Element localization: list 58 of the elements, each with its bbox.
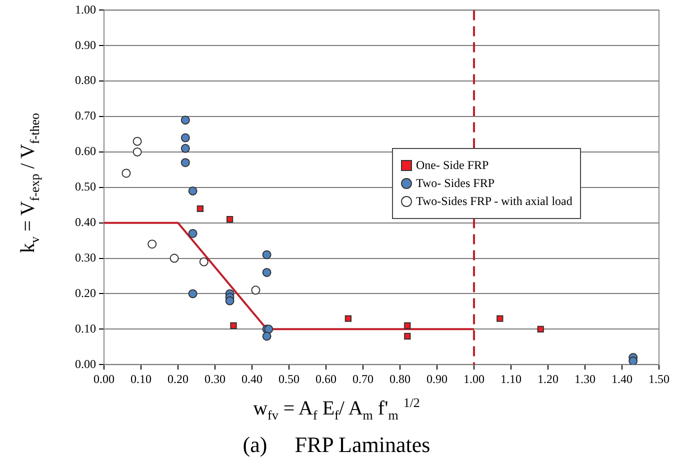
y-tick-label: 0.60 [75,144,96,158]
point [262,332,272,341]
x-tick-label: 0.90 [426,372,448,386]
y-tick-label: 0.20 [75,286,96,300]
point [180,144,190,153]
point [132,147,142,156]
point [225,296,234,306]
x-tick-label: 0.00 [94,372,114,386]
x-tick-label: 0.70 [352,372,374,386]
y-tick-label: 0.00 [75,356,96,371]
point [537,326,544,332]
x-tick-label: 0.80 [390,372,410,386]
point [230,322,237,329]
point [199,257,208,266]
x-tick-label: 1.50 [648,372,670,386]
point [188,289,198,298]
point [148,240,157,249]
point [180,133,190,142]
x-tick-label: 0.50 [278,372,300,386]
legend-label: Two-Sides FRP - with axial load [416,194,572,209]
point [262,268,272,277]
y-tick-label: 0.30 [75,250,96,264]
y-tick-label: 0.80 [75,73,96,88]
y-tick-label: 1.00 [75,2,96,16]
point [404,322,411,329]
x-tick-label: 0.60 [316,372,336,386]
y-tick-label: 0.70 [75,108,96,123]
x-tick-label: 1.10 [500,372,522,386]
point [180,116,190,125]
point [188,228,198,238]
point [122,168,131,178]
point [196,205,204,212]
x-tick-label: 0.30 [204,372,226,386]
legend-label: One- Side FRP [416,158,489,173]
y-tick-label: 0.10 [75,321,96,336]
x-tick-label: 0.40 [242,372,262,386]
point [226,216,234,223]
point [170,254,179,263]
point [180,158,190,168]
point [344,315,352,322]
point [262,250,272,260]
x-tick-label: 1.40 [612,372,632,386]
y-tick-label: 0.90 [75,38,96,52]
point [132,136,142,146]
point [404,332,411,340]
x-tick-label: 0.20 [168,372,188,386]
y-tick-label: 0.40 [75,214,96,229]
legend-label: Two- Sides FRP [416,176,495,191]
x-tick-label: 1.00 [464,372,484,386]
point [628,356,638,365]
x-tick-label: 1.30 [574,372,596,386]
point [251,286,260,295]
point [188,186,198,196]
x-tick-label: 0.10 [130,372,152,386]
x-tick-label: 1.20 [538,372,558,386]
point [496,315,504,322]
y-tick-label: 0.50 [75,180,96,194]
text: (a) FRP Laminates [242,432,432,458]
